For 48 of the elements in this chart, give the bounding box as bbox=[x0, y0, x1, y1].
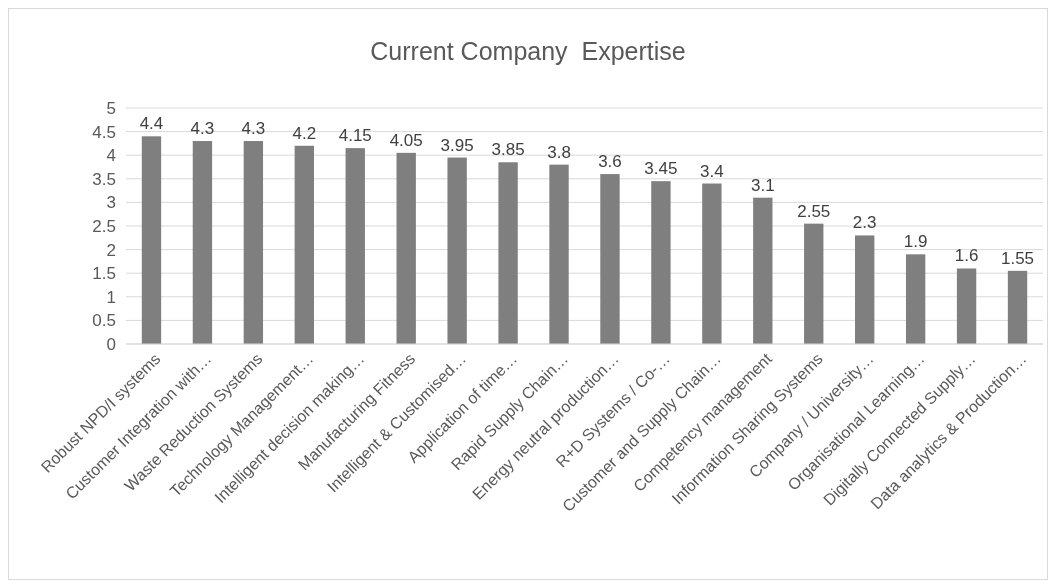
bar bbox=[753, 197, 773, 344]
y-tick-label: 1 bbox=[106, 287, 116, 307]
bar bbox=[855, 235, 875, 344]
bar bbox=[905, 254, 926, 344]
bar bbox=[498, 162, 518, 344]
data-label: 3.45 bbox=[644, 159, 678, 179]
data-label: 3.4 bbox=[700, 161, 724, 181]
y-tick-label: 5 bbox=[106, 98, 116, 118]
data-label: 3.8 bbox=[547, 142, 571, 162]
bar bbox=[294, 145, 314, 344]
data-label: 2.3 bbox=[852, 213, 877, 233]
bar bbox=[702, 183, 722, 344]
bar bbox=[141, 136, 162, 344]
bar bbox=[396, 152, 416, 344]
data-label: 1.6 bbox=[954, 246, 979, 266]
bar bbox=[600, 174, 620, 344]
bar bbox=[447, 157, 467, 344]
chart-title: Current Company Expertise bbox=[370, 37, 686, 65]
data-label: 4.15 bbox=[338, 126, 372, 146]
y-tick-label: 4 bbox=[106, 146, 116, 166]
y-tick-label: 4.5 bbox=[92, 122, 116, 142]
bar bbox=[1007, 270, 1028, 344]
bar bbox=[549, 164, 569, 344]
y-tick-label: 3.5 bbox=[92, 169, 116, 189]
y-tick-label: 3 bbox=[106, 193, 116, 213]
data-label: 1.55 bbox=[1000, 248, 1035, 268]
data-label: 4.3 bbox=[190, 119, 215, 139]
bar bbox=[956, 268, 977, 344]
data-label: 1.9 bbox=[903, 232, 928, 252]
y-tick-label: 0 bbox=[106, 334, 116, 354]
data-label: 4.05 bbox=[389, 130, 423, 150]
bar bbox=[651, 181, 671, 344]
data-label: 3.95 bbox=[440, 135, 474, 155]
data-label: 2.55 bbox=[797, 201, 831, 221]
data-label: 4.3 bbox=[241, 119, 266, 139]
data-label: 4.4 bbox=[139, 114, 164, 134]
bar bbox=[192, 141, 213, 344]
y-tick-label: 0.5 bbox=[92, 311, 116, 331]
bar bbox=[804, 223, 824, 344]
bar bbox=[345, 148, 365, 344]
data-label: 4.2 bbox=[292, 123, 317, 143]
data-label: 3.85 bbox=[491, 140, 525, 160]
y-tick-label: 1.5 bbox=[92, 264, 116, 284]
bar bbox=[243, 141, 264, 344]
data-label: 3.6 bbox=[598, 152, 622, 172]
data-label: 3.1 bbox=[750, 175, 775, 195]
y-tick-label: 2 bbox=[106, 240, 116, 260]
y-tick-label: 2.5 bbox=[92, 216, 116, 236]
